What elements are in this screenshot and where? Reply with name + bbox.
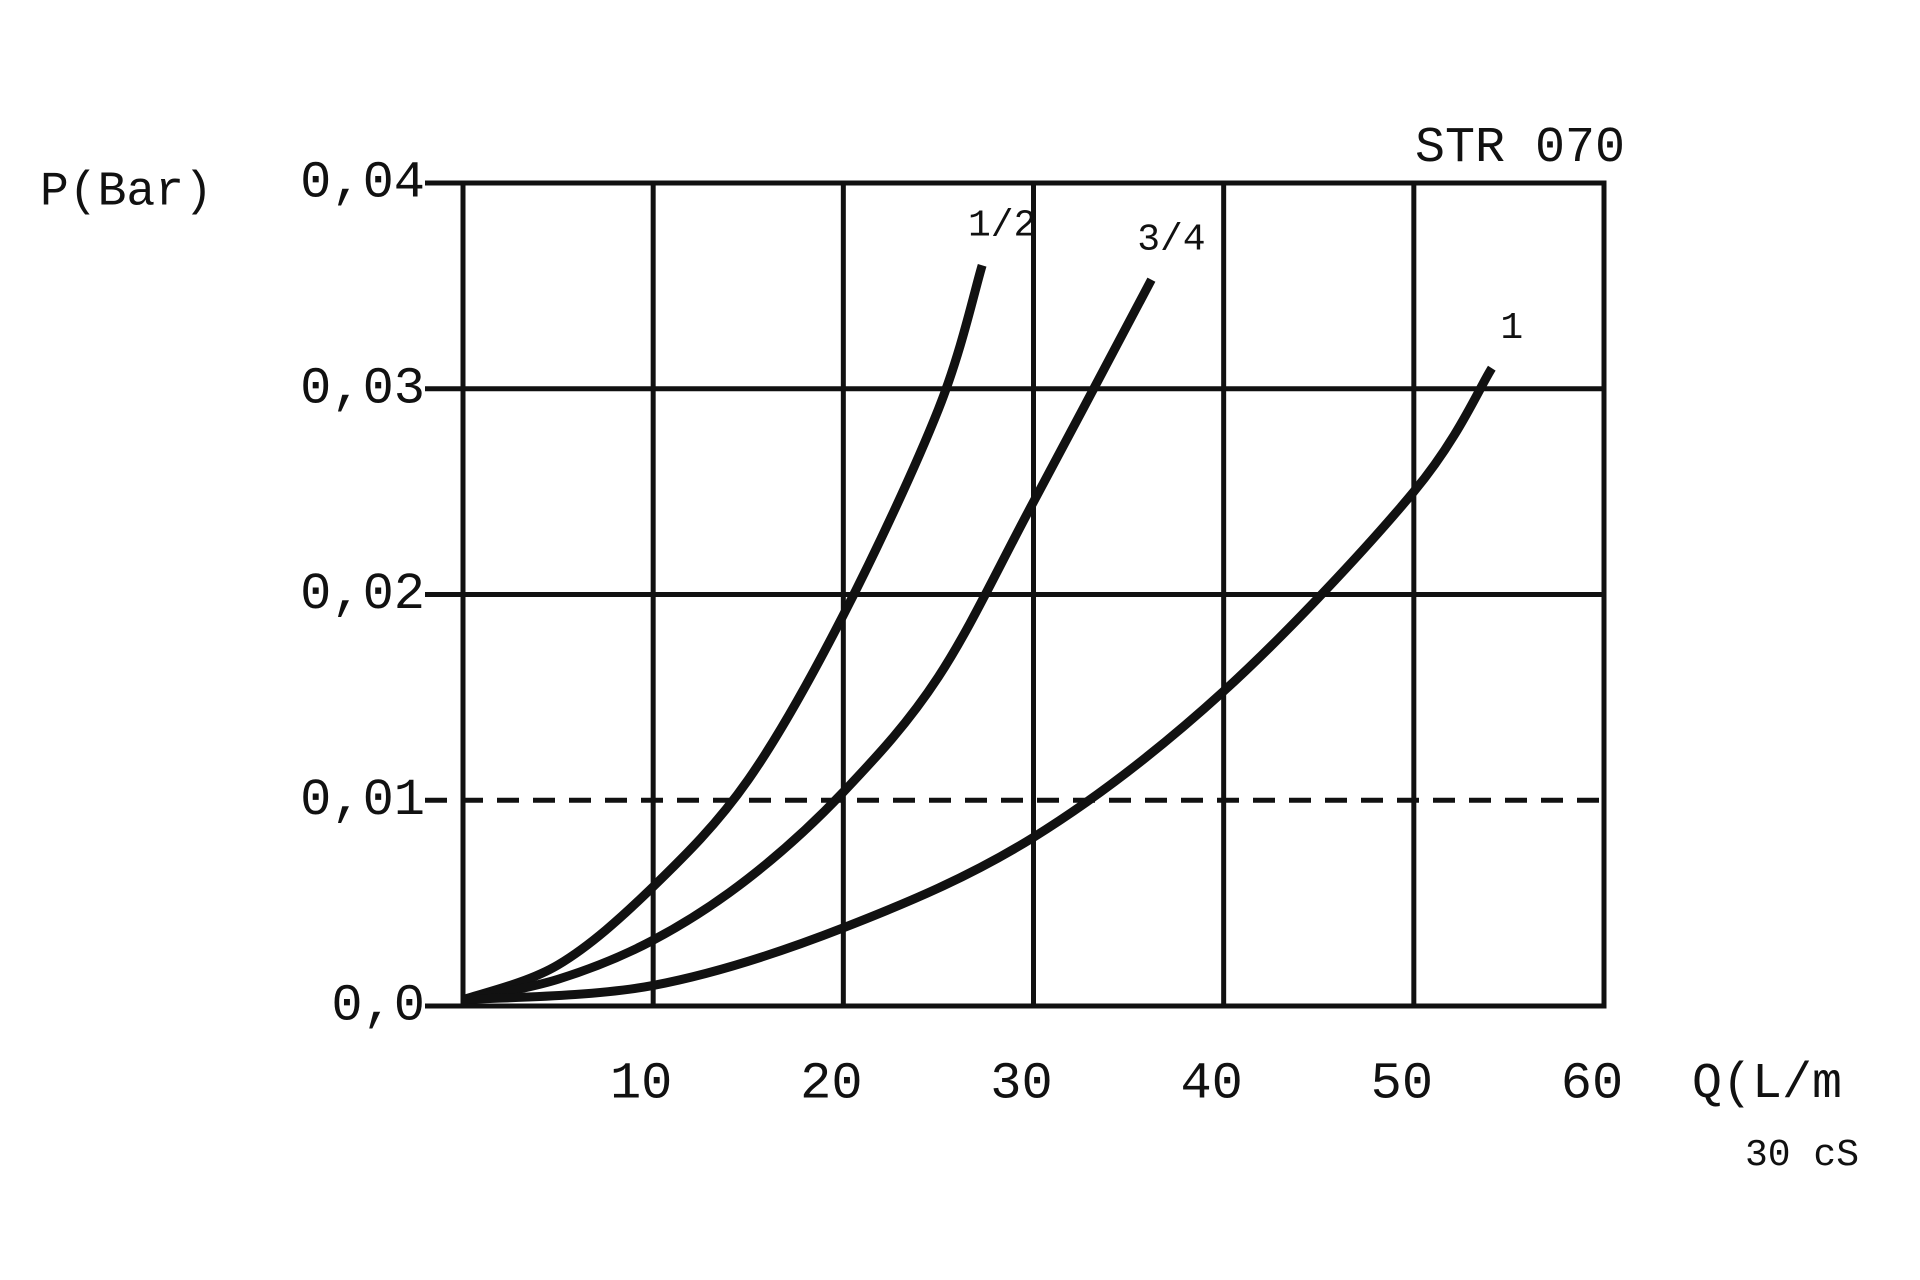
x-axis-label: Q(L/m	[1692, 1056, 1842, 1113]
y-tick-label: 0,04	[300, 154, 425, 213]
x-tick-label: 10	[610, 1055, 672, 1114]
note: 30 cS	[1745, 1134, 1859, 1177]
series-label: 3/4	[1137, 219, 1205, 262]
series-label: 1/2	[968, 204, 1036, 247]
x-tick-label: 20	[800, 1055, 862, 1114]
series-label: 1	[1500, 307, 1523, 350]
y-axis-label: P(Bar)	[40, 166, 213, 220]
curve	[461, 263, 987, 1005]
curve	[462, 365, 1496, 1005]
curve	[462, 277, 1156, 1005]
x-tick-label: 60	[1561, 1055, 1623, 1114]
plot-frame	[460, 180, 1607, 1009]
y-tick-label: 0,03	[300, 359, 425, 418]
x-tick-label: 30	[990, 1055, 1052, 1114]
y-tick-label: 0,01	[300, 771, 425, 830]
x-tick-label: 50	[1371, 1055, 1433, 1114]
x-tick-label: 40	[1180, 1055, 1242, 1114]
y-tick-label: 0,0	[331, 977, 425, 1036]
chart-title: STR 070	[1415, 120, 1625, 177]
y-tick-label: 0,02	[300, 565, 425, 624]
